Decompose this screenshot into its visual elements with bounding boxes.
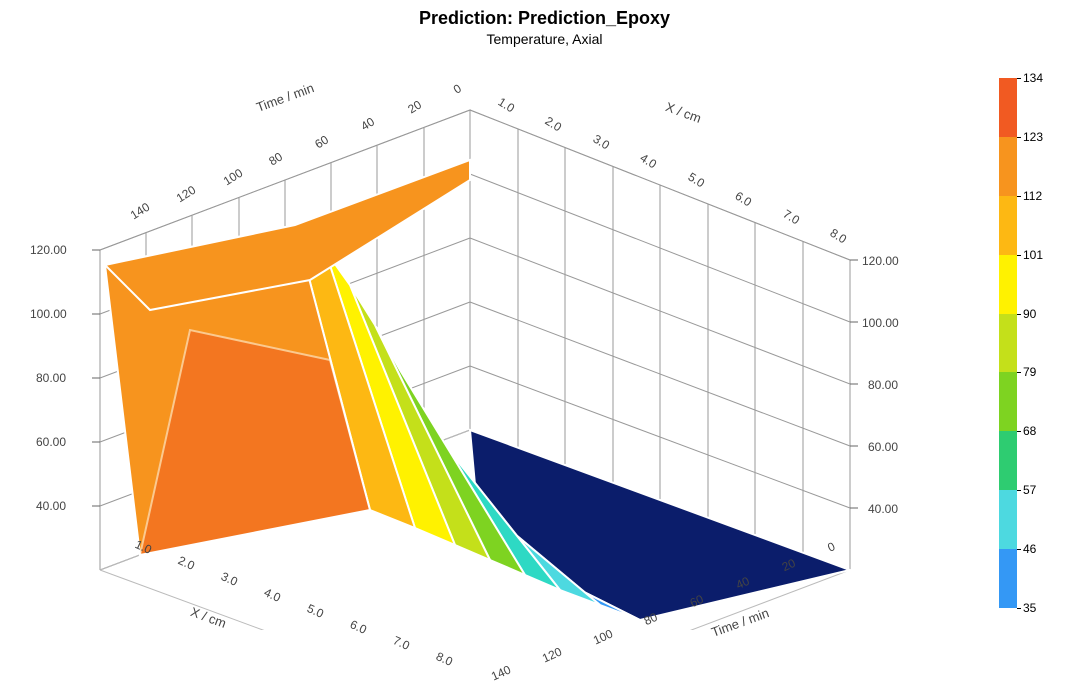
colorbar-tick-label: 112 xyxy=(1023,189,1042,203)
colorbar-segment xyxy=(999,137,1017,196)
surface-plot[interactable]: 120.00 100.00 80.00 60.00 40.00 120.00 1… xyxy=(30,50,950,630)
colorbar-tick-label: 35 xyxy=(1023,601,1036,615)
colorbar-segment xyxy=(999,196,1017,255)
colorbar-tick xyxy=(1017,196,1021,197)
time-tick-b: 140 xyxy=(489,663,513,683)
colorbar-segment xyxy=(999,490,1017,549)
colorbar-tick-label: 90 xyxy=(1023,307,1036,321)
z-tick: 80.00 xyxy=(36,371,66,385)
z-tick-r: 40.00 xyxy=(868,502,898,516)
colorbar-tick-label: 101 xyxy=(1023,248,1043,262)
time-tick-b: 120 xyxy=(540,645,564,666)
z-tick: 60.00 xyxy=(36,435,66,449)
colorbar-tick-label: 123 xyxy=(1023,130,1043,144)
z-tick-r: 60.00 xyxy=(868,440,898,454)
colorbar-segment xyxy=(999,314,1017,373)
chart-title-block: Prediction: Prediction_Epoxy Temperature… xyxy=(0,8,1089,47)
z-tick-r: 80.00 xyxy=(868,378,898,392)
colorbar-tick xyxy=(1017,137,1021,138)
colorbar-tick-label: 68 xyxy=(1023,424,1036,438)
z-tick-r: 120.00 xyxy=(862,254,899,268)
colorbar-tick xyxy=(1017,255,1021,256)
colorbar-tick-label: 57 xyxy=(1023,483,1036,497)
chart-title: Prediction: Prediction_Epoxy xyxy=(0,8,1089,29)
colorbar-tick xyxy=(1017,608,1021,609)
surface-mesh xyxy=(105,160,850,620)
x-tick-b: 7.0 xyxy=(391,633,412,653)
z-tick: 120.00 xyxy=(30,243,67,257)
colorbar-segment xyxy=(999,372,1017,431)
colorbar-segment xyxy=(999,549,1017,608)
colorbar-tick xyxy=(1017,431,1021,432)
z-tick-r: 100.00 xyxy=(862,316,899,330)
colorbar-segment xyxy=(999,78,1017,137)
colorbar-tick xyxy=(1017,490,1021,491)
x-tick-b: 8.0 xyxy=(434,649,455,669)
colorbar-tick-label: 79 xyxy=(1023,365,1036,379)
z-tick: 40.00 xyxy=(36,499,66,513)
colorbar-tick xyxy=(1017,78,1021,79)
chart-subtitle: Temperature, Axial xyxy=(0,31,1089,47)
colorbar-segment xyxy=(999,255,1017,314)
colorbar-tick xyxy=(1017,314,1021,315)
z-tick: 100.00 xyxy=(30,307,67,321)
colorbar-tick-label: 46 xyxy=(1023,542,1036,556)
colorbar-tick xyxy=(1017,372,1021,373)
colorbar-tick xyxy=(1017,549,1021,550)
colorbar-segment xyxy=(999,431,1017,490)
colorbar-tick-label: 134 xyxy=(1023,71,1043,85)
colorbar[interactable]: 134123112101907968574635 xyxy=(999,78,1059,608)
